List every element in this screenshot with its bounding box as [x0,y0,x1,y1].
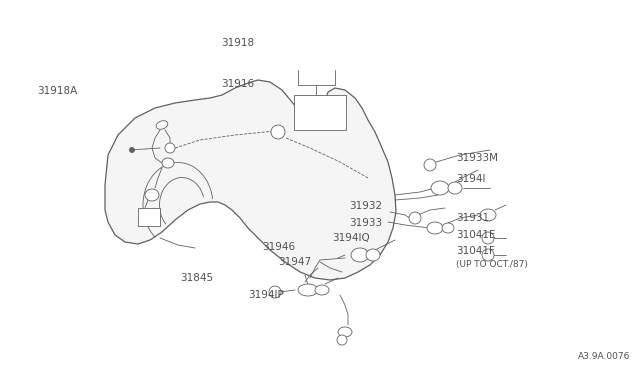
Text: 31918A: 31918A [37,86,77,96]
Text: 3194IP: 3194IP [248,290,284,299]
Ellipse shape [427,222,443,234]
Text: 31845: 31845 [180,273,214,283]
Text: 31041E: 31041E [456,230,495,240]
Text: 31946: 31946 [262,243,296,252]
Ellipse shape [315,285,329,295]
Ellipse shape [338,327,352,337]
Ellipse shape [156,121,168,129]
Ellipse shape [366,249,380,261]
Ellipse shape [442,223,454,233]
Circle shape [409,212,421,224]
Text: 31931: 31931 [456,213,489,222]
Text: 31918: 31918 [221,38,254,48]
Text: 31933M: 31933M [456,153,498,163]
Ellipse shape [448,182,462,194]
Ellipse shape [145,189,159,201]
Text: 31947: 31947 [278,257,312,267]
Circle shape [337,335,347,345]
Circle shape [482,249,494,261]
Text: 31041F: 31041F [456,246,495,256]
Ellipse shape [480,209,496,221]
Text: 3194I: 3194I [456,174,485,184]
Ellipse shape [162,158,174,168]
Circle shape [129,148,134,153]
Text: 31916: 31916 [221,79,254,89]
Text: (UP TO OCT./87): (UP TO OCT./87) [456,260,527,269]
Ellipse shape [431,181,449,195]
Ellipse shape [351,248,369,262]
Circle shape [424,159,436,171]
Text: 31932: 31932 [349,202,382,211]
Circle shape [271,125,285,139]
Bar [294,95,346,130]
Circle shape [482,232,494,244]
Text: 31933: 31933 [349,218,382,228]
Text: A3.9A.0076: A3.9A.0076 [578,352,630,361]
Text: 3194IQ: 3194IQ [332,233,370,243]
Ellipse shape [298,284,318,296]
Circle shape [165,143,175,153]
Bar [138,208,160,226]
Circle shape [269,286,281,298]
Polygon shape [105,80,396,280]
